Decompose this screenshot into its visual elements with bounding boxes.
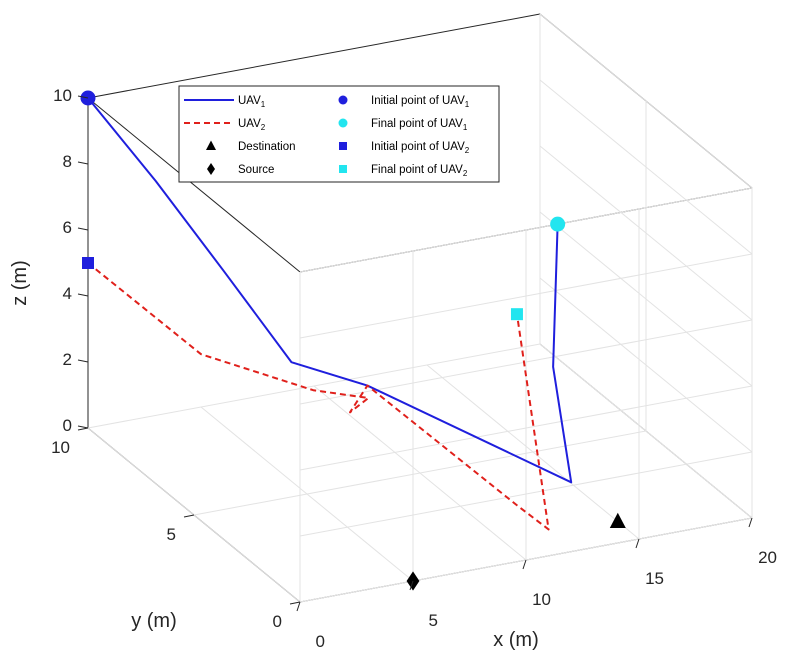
- z-tick-label: 6: [63, 218, 72, 237]
- x-axis-label: x (m): [493, 629, 539, 651]
- x-tick-label: 20: [758, 548, 777, 567]
- x-tick-label: 0: [316, 632, 325, 651]
- grid-line-z-sidewall: [539, 277, 753, 453]
- y-axis-label: y (m): [131, 610, 177, 632]
- y-tick-label: 10: [51, 438, 70, 457]
- z-tick-mark: [77, 359, 89, 363]
- legend-series-1-label: UAV1: [238, 95, 266, 109]
- legend-series-2-label: UAV2: [238, 118, 266, 132]
- legend-marker-label-4-sub: 2: [463, 169, 468, 178]
- z-tick-mark: [77, 95, 89, 99]
- z-tick-mark: [77, 293, 89, 297]
- x-tick-mark: [409, 580, 414, 591]
- tick-layer: 0 5 10 15 20 0 5 10 0 2 4 6 8 10: [51, 86, 777, 651]
- y-tick-label: 0: [273, 612, 282, 631]
- grid-line-z-backwall: [299, 451, 753, 537]
- y-tick-mark: [77, 427, 89, 431]
- legend-marker-label-4: Final point of UAV2: [371, 164, 468, 178]
- z-tick-mark: [77, 161, 89, 165]
- legend-marker-label-3: Initial point of UAV2: [371, 141, 470, 155]
- legend-marker-label-4-main: Final point of UAV: [371, 164, 463, 176]
- x-tick-label: 15: [645, 569, 664, 588]
- z-tick-label: 8: [63, 152, 72, 171]
- x-tick-mark: [748, 517, 753, 528]
- legend-circle-symbol-2: [338, 118, 348, 128]
- x-tick-label: 10: [532, 590, 551, 609]
- legend-triangle-label-main: Destination: [238, 141, 296, 153]
- series-1-line: [87, 97, 573, 484]
- marker-square-4: [510, 308, 523, 321]
- x-tick-label: 5: [429, 611, 438, 630]
- marker-square-3: [82, 257, 94, 269]
- legend-marker-label-1: Initial point of UAV1: [371, 95, 470, 109]
- y-tick-mark: [289, 601, 301, 605]
- legend-marker-label-2-main: Final point of UAV: [371, 118, 463, 130]
- legend-square-symbol-3: [339, 142, 347, 150]
- grid-line-z-sidewall: [539, 211, 753, 387]
- legend-series-1-label-main: UAV: [238, 95, 261, 107]
- series-layer: [87, 97, 573, 531]
- legend-series-2-label-main: UAV: [238, 118, 261, 130]
- legend-triangle-label: Destination: [238, 141, 296, 153]
- grid-line-z-backwall: [299, 187, 753, 273]
- z-tick-label: 2: [63, 350, 72, 369]
- box-edge: [87, 97, 301, 273]
- z-tick-mark: [77, 425, 89, 429]
- legend-marker-label-2: Final point of UAV1: [371, 118, 468, 132]
- legend-series-1-label-sub: 1: [261, 100, 266, 109]
- z-tick-label: 0: [63, 416, 72, 435]
- legend-circle-symbol-1: [338, 95, 348, 105]
- z-axis-label: z (m): [9, 260, 31, 306]
- grid-line-y-floor: [193, 430, 647, 516]
- marker-triangle-5: [609, 512, 626, 528]
- legend-marker-label-3-main: Initial point of UAV: [371, 141, 465, 153]
- x-tick-mark: [635, 538, 640, 549]
- x-tick-mark: [522, 559, 527, 570]
- grid-line-z-sidewall: [539, 145, 753, 321]
- series-2-line: [87, 262, 550, 531]
- marker-circle-2: [550, 216, 566, 232]
- legend-triangle-symbol: [206, 140, 216, 150]
- grid-lines: [87, 13, 753, 603]
- y-tick-mark: [183, 514, 195, 518]
- legend-diamond-symbol: [207, 163, 215, 175]
- legend-marker-label-2-sub: 1: [463, 123, 468, 132]
- axis-labels: x (m) y (m) z (m): [9, 260, 539, 651]
- z-tick-mark: [77, 227, 89, 231]
- grid-line-z-sidewall: [539, 13, 753, 189]
- legend-square-symbol-4: [339, 165, 347, 173]
- box-edge: [87, 13, 541, 99]
- x-tick-mark: [296, 601, 301, 612]
- legend-marker-label-1-sub: 1: [465, 100, 470, 109]
- grid-line-z-backwall: [299, 385, 753, 471]
- y-tick-label: 5: [167, 525, 176, 544]
- legend-diamond-label-main: Source: [238, 164, 274, 176]
- legend-marker-label-1-main: Initial point of UAV: [371, 95, 465, 107]
- legend-marker-label-3-sub: 2: [465, 146, 470, 155]
- z-tick-label: 4: [63, 284, 72, 303]
- z-tick-label: 10: [53, 86, 72, 105]
- grid-line-z-backwall: [299, 253, 753, 339]
- legend-diamond-label: Source: [238, 164, 274, 176]
- grid-line-z-sidewall: [539, 343, 753, 519]
- grid-line-y-floor: [87, 343, 541, 429]
- grid-line-z-sidewall: [539, 79, 753, 255]
- legend-series-2-label-sub: 2: [261, 123, 266, 132]
